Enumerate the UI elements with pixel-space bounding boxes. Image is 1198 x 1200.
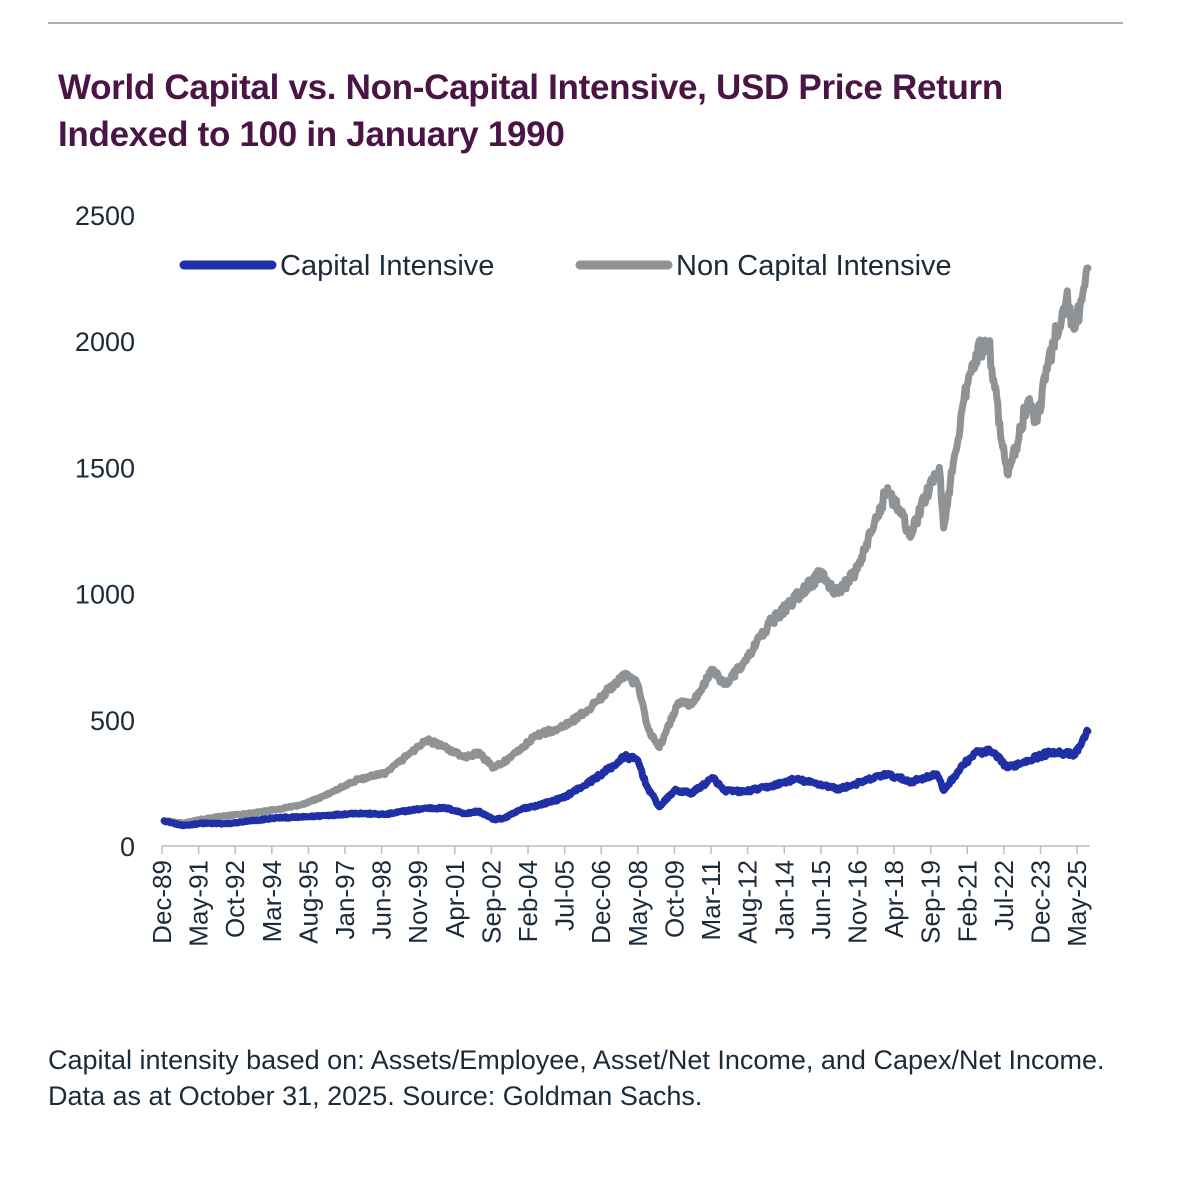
x-tick-label: Jan-14	[769, 860, 799, 940]
footnote: Capital intensity based on: Assets/Emplo…	[48, 1045, 1105, 1111]
x-tick-label: Jun-15	[806, 860, 836, 940]
y-axis: 0 500 1000 1500 2000 2500	[75, 201, 135, 862]
x-tick-label: May-25	[1062, 860, 1092, 947]
x-tick-label: Apr-18	[879, 860, 909, 938]
x-tick-label: Jul-05	[550, 860, 580, 931]
series-line-non-capital-intensive	[160, 264, 1092, 828]
x-tick-label: Sep-19	[916, 860, 946, 944]
legend-label: Non Capital Intensive	[676, 250, 952, 282]
chart-title: World Capital vs. Non-Capital Intensive,…	[58, 68, 1003, 154]
x-tick-label: Mar-94	[257, 860, 287, 942]
y-tick-label: 2000	[75, 327, 135, 357]
top-divider	[48, 22, 1123, 24]
x-tick-label: Oct-09	[659, 860, 689, 938]
legend: Capital Intensive Non Capital Intensive	[179, 250, 952, 282]
x-tick-label: Feb-04	[513, 860, 543, 942]
series-layer	[160, 264, 1092, 830]
x-tick-label: May-91	[184, 860, 214, 947]
x-tick-label: Aug-12	[733, 860, 763, 944]
x-tick-label: Dec-06	[586, 860, 616, 944]
y-tick-label: 0	[120, 832, 135, 862]
chart-area: 0 500 1000 1500 2000 2500 Dec-89 May-91 Oct-92 M…	[0, 190, 1198, 1030]
x-tick-label: Jun-98	[367, 860, 397, 940]
x-tick-label: Nov-16	[842, 860, 872, 944]
x-tick-label: Oct-92	[220, 860, 250, 938]
legend-label: Capital Intensive	[280, 250, 494, 282]
x-axis: Dec-89 May-91 Oct-92 Mar-94 Aug-95 Jan-97 Jun-…	[147, 845, 1092, 947]
x-tick-label: Apr-01	[440, 860, 470, 938]
x-tick-label: Dec-89	[147, 860, 177, 944]
y-tick-label: 1500	[75, 453, 135, 483]
x-tick-label: Feb-21	[952, 860, 982, 942]
x-tick-label: Jan-97	[330, 860, 360, 940]
series-line-capital-intensive	[160, 726, 1092, 830]
x-tick-label: Aug-95	[293, 860, 323, 944]
y-tick-label: 500	[90, 706, 135, 736]
x-tick-label: Sep-02	[476, 860, 506, 944]
y-tick-label: 2500	[75, 201, 135, 231]
x-tick-label: Mar-11	[696, 860, 726, 940]
x-tick-label: May-08	[623, 860, 653, 947]
y-tick-label: 1000	[75, 580, 135, 610]
x-tick-label: Jul-22	[989, 860, 1019, 931]
x-tick-label: Nov-99	[403, 860, 433, 944]
x-tick-label: Dec-23	[1025, 860, 1055, 944]
